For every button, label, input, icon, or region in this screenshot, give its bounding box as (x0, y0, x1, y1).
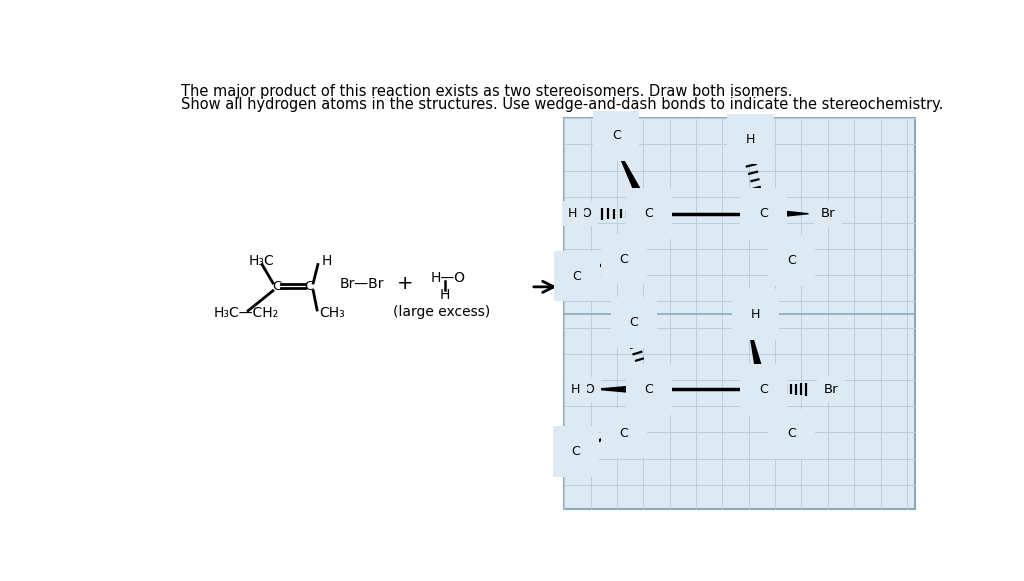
Text: Br—Br: Br—Br (340, 277, 384, 290)
Text: C: C (620, 253, 629, 266)
Text: O: O (585, 383, 595, 396)
Text: Br: Br (824, 383, 839, 396)
Text: Br: Br (821, 207, 836, 220)
Text: Show all hydrogen atoms in the structures. Use wedge-and-dash bonds to indicate : Show all hydrogen atoms in the structure… (180, 98, 943, 113)
Polygon shape (596, 385, 649, 394)
Text: H: H (745, 132, 755, 145)
Text: C: C (612, 130, 621, 142)
Text: C: C (305, 281, 314, 293)
Text: C: C (620, 426, 629, 440)
Text: The major product of this reaction exists as two stereoisomers. Draw both isomer: The major product of this reaction exist… (180, 84, 793, 99)
Text: C: C (787, 254, 796, 267)
Bar (564, 118, 914, 510)
Text: H: H (571, 383, 581, 396)
Text: C: C (759, 383, 768, 396)
Text: H: H (751, 308, 761, 321)
Text: C: C (571, 445, 581, 458)
Polygon shape (764, 209, 809, 218)
Polygon shape (748, 322, 768, 390)
Text: H: H (322, 254, 332, 268)
Text: H₃C: H₃C (248, 254, 273, 268)
Text: H: H (568, 207, 578, 220)
Text: C: C (644, 383, 653, 396)
Text: C: C (787, 428, 796, 440)
Text: (large excess): (large excess) (393, 305, 490, 320)
Text: C: C (644, 207, 653, 220)
Text: C: C (572, 270, 581, 282)
Text: C: C (272, 281, 282, 293)
Text: H: H (439, 288, 451, 302)
Text: H₃C—CH₂: H₃C—CH₂ (213, 306, 279, 320)
Text: C: C (759, 207, 768, 220)
Text: H—O: H—O (430, 271, 465, 285)
Text: C: C (630, 316, 638, 329)
Polygon shape (614, 145, 653, 216)
Text: CH₃: CH₃ (319, 306, 345, 320)
Text: O: O (582, 207, 592, 220)
Text: +: + (397, 274, 414, 293)
